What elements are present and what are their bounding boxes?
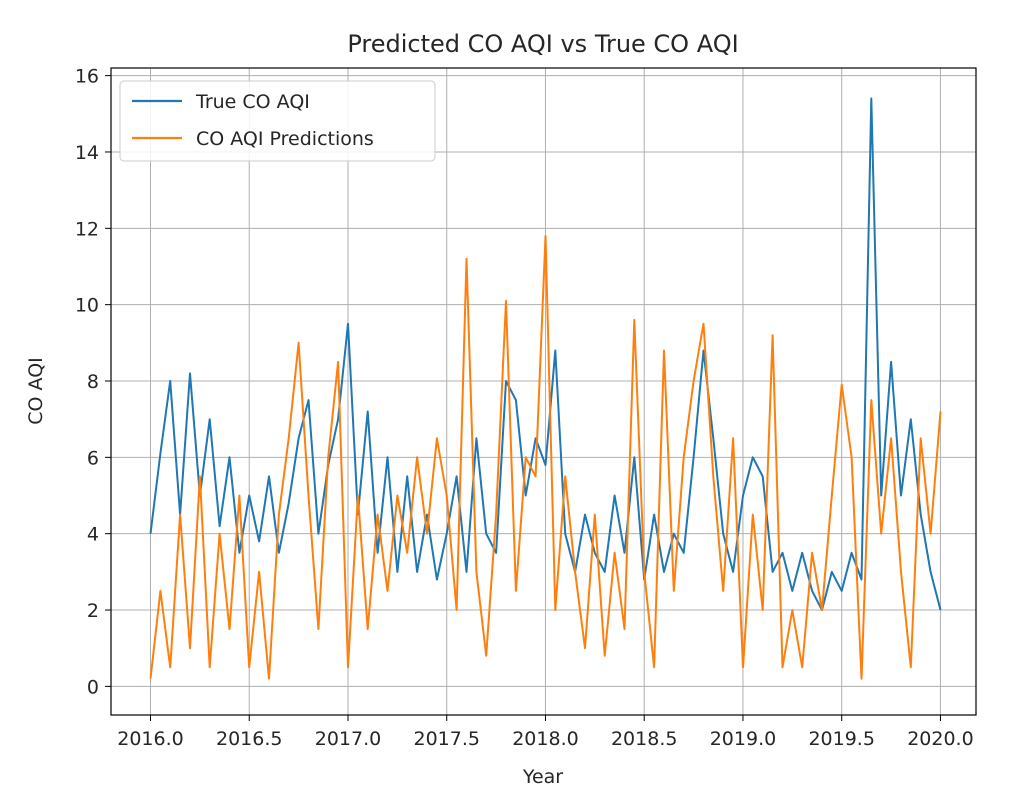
x-tick-label: 2018.5	[611, 728, 677, 750]
y-tick-label: 2	[87, 600, 99, 622]
y-tick-label: 0	[87, 676, 99, 698]
legend-box	[119, 80, 436, 162]
plot-series	[149, 97, 942, 680]
x-tick-label: 2017.0	[315, 728, 381, 750]
y-tick-label: 6	[87, 447, 99, 469]
y-axis-label: CO AQI	[25, 357, 47, 424]
y-tick-label: 16	[75, 66, 99, 88]
x-tick-label: 2016.0	[117, 728, 183, 750]
y-tick-label: 12	[75, 218, 99, 240]
series-line-co-aqi-predictions	[149, 235, 942, 680]
series-line-true-co-aqi	[149, 97, 942, 611]
legend: True CO AQI CO AQI Predictions	[119, 80, 436, 162]
legend-label-true-co-aqi: True CO AQI	[195, 91, 310, 113]
x-tick-label: 2019.5	[808, 728, 874, 750]
legend-label-co-aqi-predictions: CO AQI Predictions	[196, 128, 374, 150]
x-tick-label: 2019.0	[710, 728, 776, 750]
x-tick-label: 2018.0	[512, 728, 578, 750]
y-tick-label: 8	[87, 371, 99, 393]
x-tick-label: 2020.0	[907, 728, 973, 750]
chart-title: Predicted CO AQI vs True CO AQI	[347, 30, 738, 58]
x-tick-label: 2017.5	[413, 728, 479, 750]
y-tick-label: 14	[75, 142, 99, 164]
x-axis-label: Year	[522, 766, 563, 788]
x-tick-label: 2016.5	[216, 728, 282, 750]
plot-frame	[110, 67, 977, 716]
y-tick-label: 4	[87, 524, 99, 546]
y-tick-label: 10	[75, 295, 99, 317]
axis-ticks: 2016.0 2016.5 2017.0 2017.5 2018.0 2018.5 2019…	[75, 66, 974, 750]
